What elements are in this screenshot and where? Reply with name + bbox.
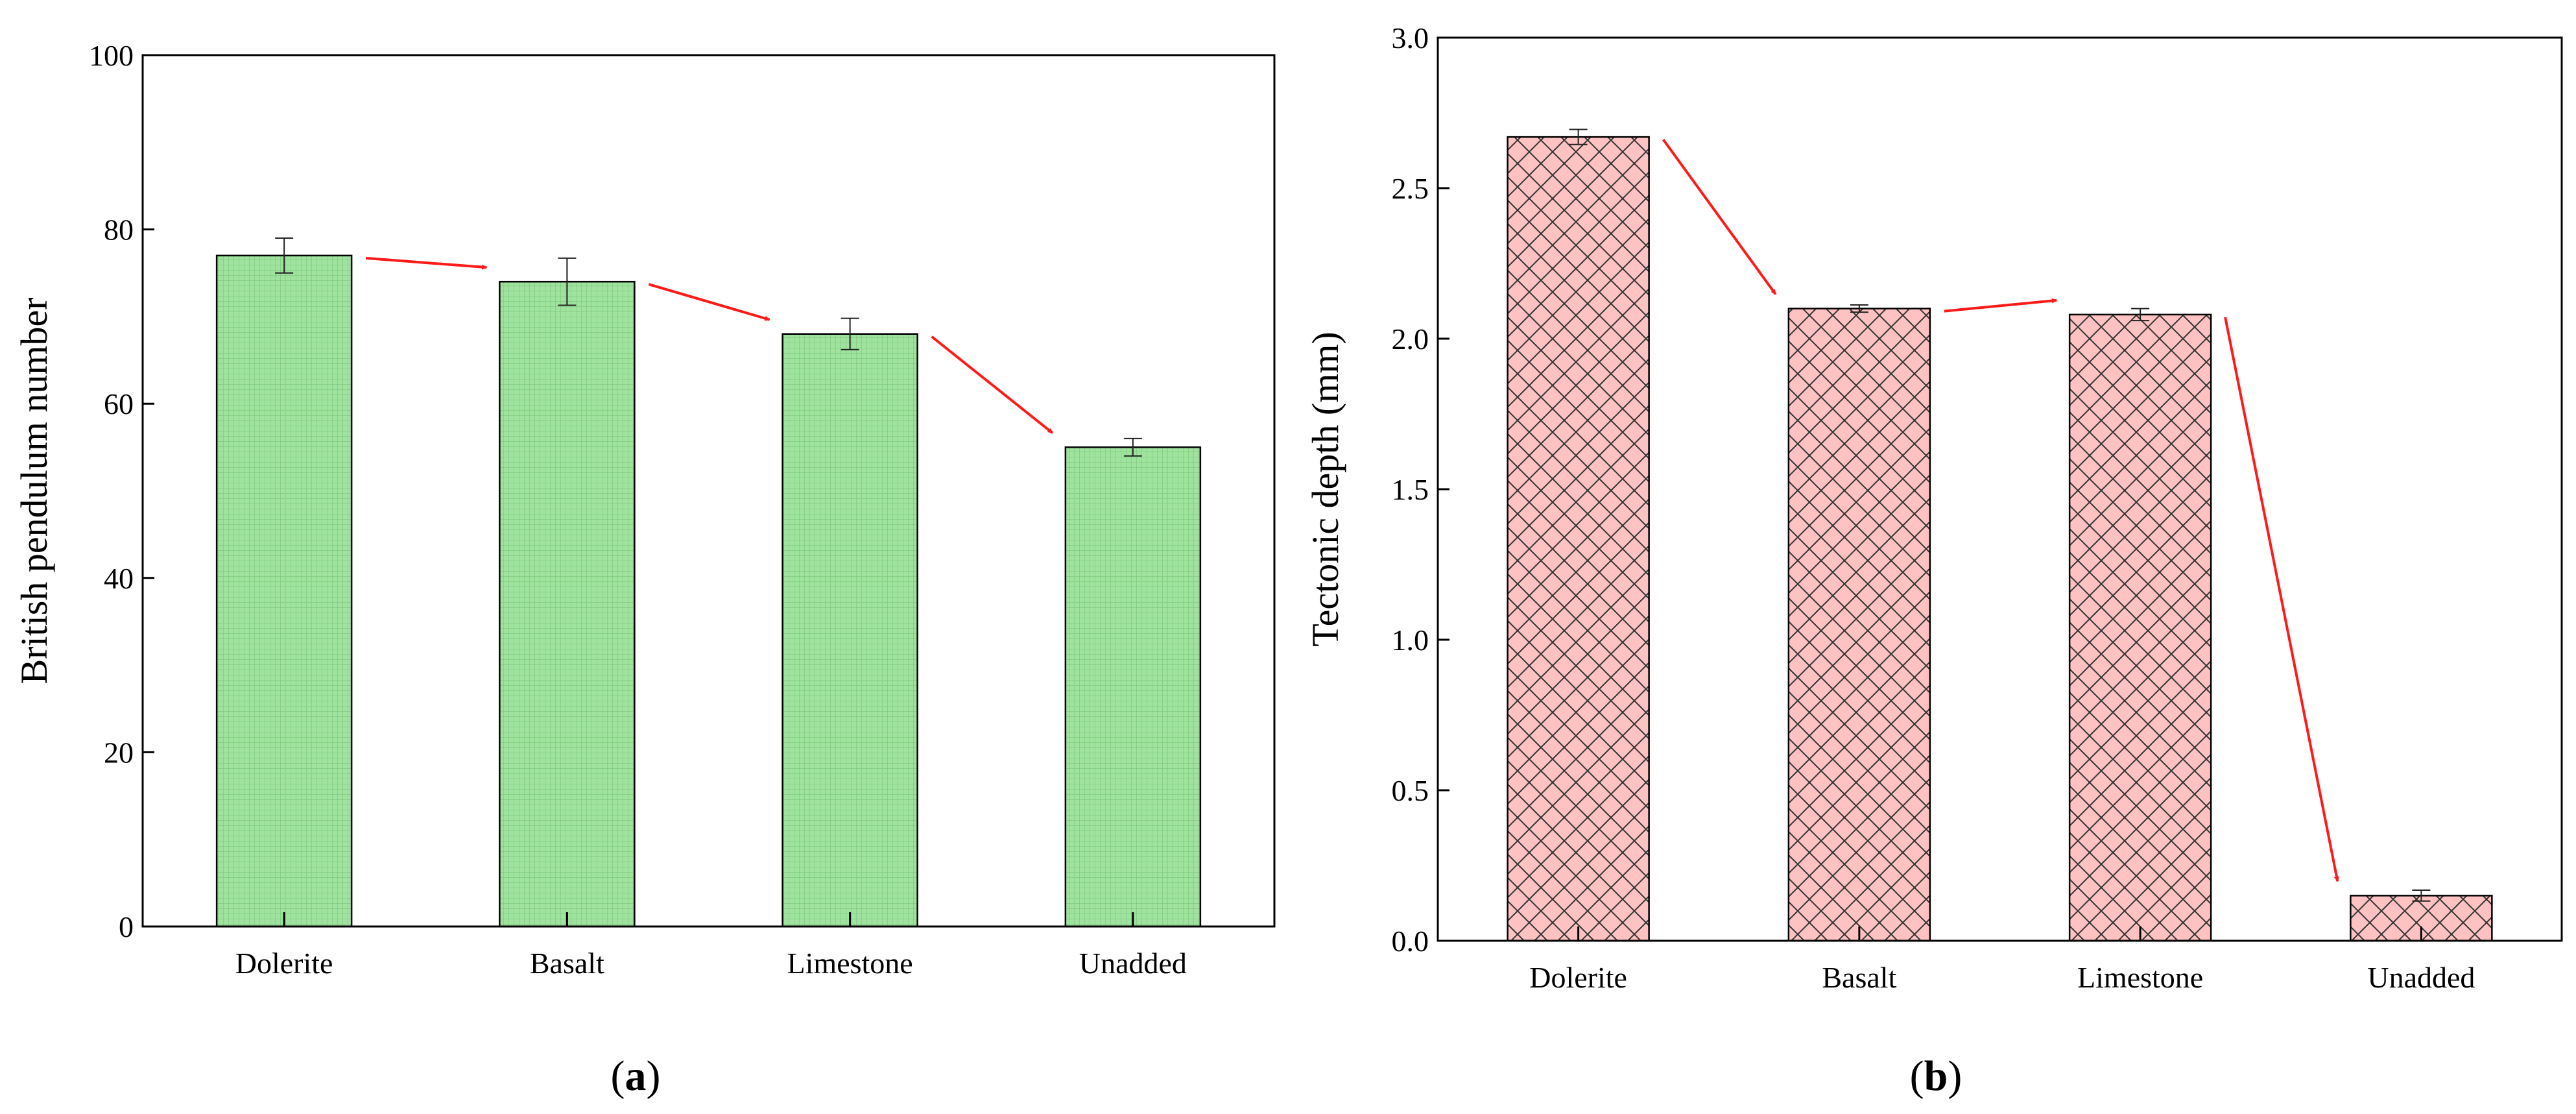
x-tick-label: Dolerite — [1529, 961, 1627, 994]
bar-basalt — [1787, 308, 1931, 942]
bar-dolerite — [1507, 136, 1650, 942]
x-tick-label: Unadded — [1079, 947, 1187, 980]
y-axis-title: British pendulum number — [13, 297, 55, 684]
trend-arrow-dolerite-to-basalt — [1662, 138, 1777, 295]
y-tick-label: 1.5 — [1392, 473, 1429, 506]
y-tick-label: 60 — [104, 387, 134, 420]
y-tick-label: 0.0 — [1392, 925, 1429, 958]
y-tick-label: 2.5 — [1392, 172, 1429, 205]
bar-dolerite — [215, 254, 353, 928]
panel-a-label: (a) — [611, 1052, 661, 1100]
y-tick-label: 40 — [104, 562, 134, 595]
error-bar-dolerite — [275, 237, 294, 274]
x-tick-label: Limestone — [787, 947, 913, 980]
y-tick-label: 0.5 — [1392, 774, 1429, 807]
bar-limestone — [2068, 313, 2212, 942]
x-tick-label: Basalt — [1822, 961, 1896, 994]
trend-arrow-basalt-to-limestone — [1944, 298, 2057, 313]
error-bar-dolerite — [1569, 128, 1588, 145]
y-tick-label: 100 — [89, 39, 134, 72]
y-axis-title: Tectonic depth (mm) — [1304, 332, 1346, 647]
x-tick-label: Dolerite — [235, 947, 333, 980]
bar-basalt — [499, 280, 636, 928]
y-tick-label: 0 — [119, 910, 134, 943]
chart-panel-b: 0.0 0.5 1.0 1.5 2.0 2.5 3.0 Dolerite Basalt Limes… — [1304, 21, 2563, 994]
y-tick-label: 1.0 — [1392, 624, 1429, 657]
y-tick-label: 2.0 — [1392, 322, 1429, 356]
error-bar-unadded — [2412, 890, 2431, 902]
x-tick-label: Limestone — [2077, 961, 2203, 994]
bar-unadded — [1064, 446, 1202, 928]
trend-arrow-limestone-to-unadded — [931, 335, 1054, 434]
trend-arrow-limestone-to-unadded — [2224, 317, 2339, 882]
panel-b-label: (b) — [1910, 1052, 1962, 1100]
chart-panel-a: 0 20 40 60 80 100 Dolerite Basalt Limestone Unadd… — [13, 39, 1276, 980]
y-tick-label: 80 — [104, 213, 134, 247]
x-tick-label: Unadded — [2367, 961, 2475, 994]
bar-limestone — [781, 333, 918, 928]
error-bar-limestone — [841, 317, 859, 350]
trend-arrow-dolerite-to-basalt — [365, 256, 488, 270]
x-tick-label: Basalt — [530, 947, 604, 980]
y-tick-label: 3.0 — [1392, 21, 1429, 54]
error-bar-basalt — [1850, 304, 1868, 313]
y-tick-label: 20 — [104, 736, 134, 769]
error-bar-basalt — [558, 257, 577, 306]
trend-arrow-basalt-to-limestone — [648, 283, 770, 321]
error-bar-limestone — [2131, 308, 2150, 322]
plot-frame — [141, 54, 1276, 928]
error-bar-unadded — [1123, 437, 1142, 457]
